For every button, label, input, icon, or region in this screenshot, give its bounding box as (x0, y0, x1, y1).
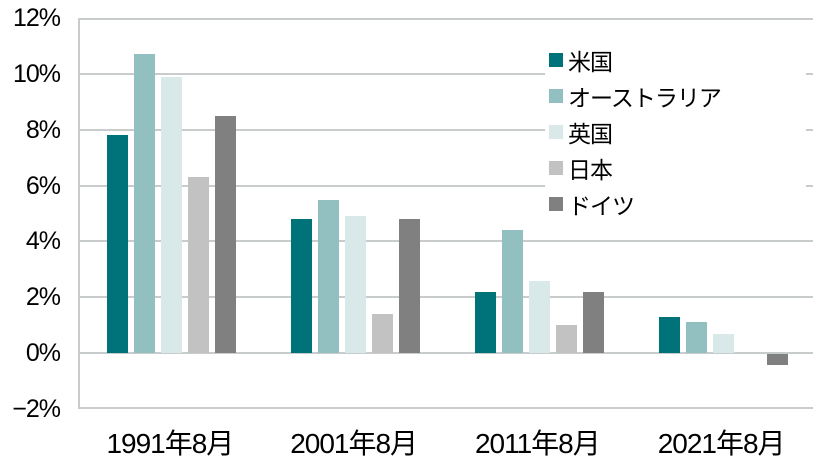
x-tick-label: 2021年8月 (657, 428, 786, 459)
bar-オーストラリア-1991年8月 (134, 54, 156, 354)
y-tick-label: 2% (25, 283, 61, 312)
legend-swatch-icon (549, 53, 563, 67)
bar-英国-2001年8月 (345, 216, 367, 354)
bar-米国-1991年8月 (107, 135, 129, 354)
legend-label: オーストラリア (568, 85, 722, 111)
y-tick-label: 10% (12, 59, 61, 88)
legend: 米国オーストラリア 英国日本ドイツ (545, 38, 806, 226)
legend-swatch-icon (549, 197, 563, 211)
gridline-4pct (80, 240, 813, 243)
legend-label: 英国 (568, 121, 613, 147)
bar-英国-1991年8月 (161, 76, 183, 354)
legend-item-オーストラリア: オーストラリア (549, 78, 806, 114)
bar-ドイツ-2021年8月 (766, 354, 788, 366)
bar-ドイツ-2011年8月 (582, 291, 604, 354)
legend-item-英国: 英国 (549, 114, 806, 150)
bar-米国-2001年8月 (291, 219, 313, 354)
bar-日本-2001年8月 (372, 314, 394, 354)
gridline-10pct (80, 72, 813, 75)
gridline-2pct (80, 296, 813, 299)
gridline-6pct (80, 184, 813, 187)
bar-オーストラリア-2011年8月 (501, 230, 523, 354)
x-tick-label: 2001年8月 (290, 428, 418, 459)
x-tick-label: 2011年8月 (474, 428, 601, 459)
plot-area: 米国オーストラリア 英国日本ドイツ (78, 18, 813, 409)
legend-swatch-icon (549, 161, 563, 175)
bar-ドイツ-1991年8月 (215, 115, 237, 354)
legend-swatch-icon (549, 125, 563, 139)
y-tick-label: 6% (25, 171, 61, 200)
gridline--2pct (80, 407, 813, 409)
y-tick-label: 8% (25, 115, 61, 144)
bar-オーストラリア-2021年8月 (685, 322, 707, 354)
gridline-8pct (80, 128, 813, 131)
gridline-12pct (80, 18, 813, 20)
y-tick-label: 4% (25, 227, 61, 256)
y-tick-label: 12% (12, 4, 61, 32)
legend-item-米国: 米国 (549, 42, 806, 78)
legend-label: 日本 (568, 157, 613, 183)
bar-オーストラリア-2001年8月 (318, 199, 340, 354)
legend-label: 米国 (568, 49, 613, 75)
bar-ドイツ-2001年8月 (399, 219, 421, 354)
legend-swatch-icon (549, 89, 563, 103)
bar-米国-2011年8月 (474, 291, 496, 354)
y-tick-label: 0% (25, 339, 61, 368)
gridline-0pct (80, 352, 813, 355)
x-tick-label: 1991年8月 (106, 428, 234, 459)
bar-米国-2021年8月 (658, 316, 680, 354)
bar-日本-1991年8月 (188, 177, 210, 354)
bar-日本-2011年8月 (555, 325, 577, 354)
bar-英国-2021年8月 (712, 333, 734, 354)
legend-item-ドイツ: ドイツ (549, 186, 806, 222)
bar-英国-2011年8月 (528, 280, 550, 354)
y-tick-label: −2% (12, 395, 61, 423)
legend-item-日本: 日本 (549, 150, 806, 186)
legend-label: ドイツ (568, 193, 635, 219)
